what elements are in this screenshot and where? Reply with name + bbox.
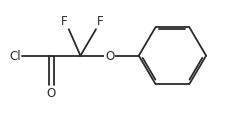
Text: F: F — [97, 15, 104, 28]
Text: O: O — [47, 87, 56, 99]
Text: Cl: Cl — [9, 50, 20, 63]
Text: O: O — [105, 50, 114, 63]
Text: F: F — [61, 15, 68, 28]
